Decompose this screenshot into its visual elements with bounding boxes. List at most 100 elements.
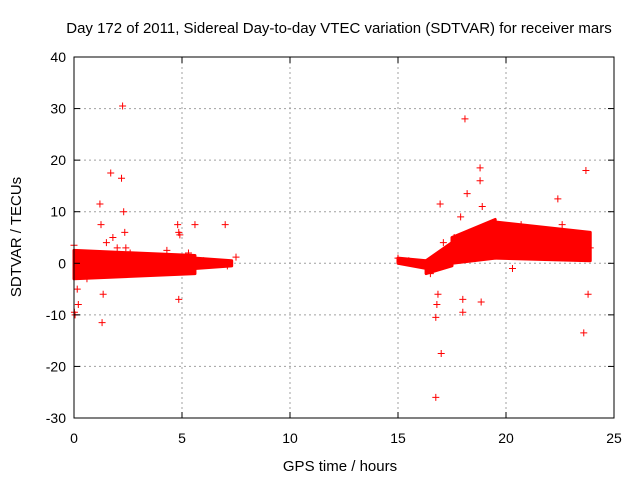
data-point [92,270,100,278]
data-point [450,234,458,241]
data-point [178,254,186,262]
data-point [107,169,115,177]
y-axis-label: SDTVAR / TECUs [8,177,25,297]
dense-band-segment [493,220,592,263]
y-tick-label: -30 [46,410,66,426]
dense-band-segment [450,217,497,265]
chart-title: Day 172 of 2011, Sidereal Day-to-day VTE… [66,20,611,37]
x-tick-label: 10 [282,430,298,446]
data-point [444,249,452,257]
data-point [119,102,127,110]
data-point [459,295,467,303]
data-point [122,244,130,252]
data-point [113,244,121,252]
data-point [524,234,532,241]
data-point [463,190,471,198]
data-point [502,239,510,247]
data-point [175,295,183,303]
y-tick-label: -20 [46,358,66,374]
data-point [163,246,171,254]
data-point [567,236,575,244]
data-point [480,228,488,236]
data-point [98,319,106,327]
data-point [99,290,107,298]
data-point [120,208,128,216]
data-point [135,252,143,260]
data-point [434,290,442,298]
data-point [582,166,590,174]
data-point [584,290,592,298]
data-point [416,259,424,267]
y-tick-label: 20 [50,152,66,168]
data-point [545,241,553,249]
axis-ticks: 0 5 10 15 20 25 -30 -20 -10 0 10 20 30 40 [46,49,622,446]
data-point [176,231,184,239]
data-point [83,275,91,283]
data-point [426,270,434,278]
data-point [478,203,486,211]
y-tick-label: 10 [50,204,66,220]
data-point [513,244,521,252]
data-point [221,221,229,229]
y-tick-label: 30 [50,101,66,117]
data-point [73,285,81,293]
data-point [405,257,413,265]
data-point [223,262,231,270]
data-point [174,221,182,229]
data-point [74,301,82,309]
y-tick-label: 0 [58,255,66,271]
data-point [573,239,581,247]
plot-frame [73,56,615,419]
data-point [461,115,469,123]
x-tick-label: 0 [70,430,78,446]
data-point [465,228,473,236]
x-axis-label: GPS time / hours [283,458,397,475]
data-point [508,264,516,272]
data-point [554,195,562,203]
data-point [485,246,493,254]
data-point [184,249,192,257]
data-point [210,259,218,267]
data-point [439,239,447,247]
data-point [200,257,208,265]
data-point [470,244,478,252]
data-point [586,244,594,252]
data-point [102,239,110,247]
y-tick-label: 40 [50,49,66,65]
data-point [79,270,87,278]
data-point [146,254,154,262]
x-tick-label: 20 [498,430,514,446]
data-point [477,298,485,306]
data-point [459,308,467,316]
dense-band-segment [72,248,197,281]
data-point [126,249,134,257]
x-tick-label: 5 [178,430,186,446]
data-point [517,221,525,229]
data-point [81,249,89,257]
data-point [580,329,588,337]
data-point [109,234,117,241]
data-point [476,164,484,172]
data-point [76,254,84,262]
x-tick-label: 25 [606,430,622,446]
data-point [457,213,465,221]
data-points [70,102,594,401]
data-point [156,257,164,265]
data-point [437,350,445,358]
data-point [534,239,542,247]
data-point [558,221,566,229]
data-point [436,200,444,208]
dense-band-segment [424,241,454,276]
data-point [232,253,240,261]
data-point [432,393,440,401]
data-point [191,221,199,229]
data-point [97,221,105,229]
y-tick-label: -10 [46,307,66,323]
data-point [394,254,402,262]
data-point [476,177,484,185]
data-point [432,313,440,321]
data-point [87,252,95,260]
data-point [433,301,441,309]
x-tick-label: 15 [390,430,406,446]
